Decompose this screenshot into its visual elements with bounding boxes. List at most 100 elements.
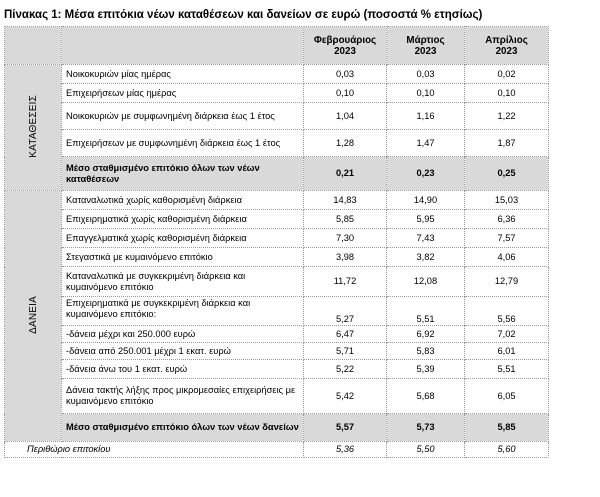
value-cell: 7,30	[303, 228, 387, 248]
margin-row: Περιθώριο επιτοκίου 5,36 5,50 5,60	[4, 441, 549, 458]
value-cell: 6,36	[464, 209, 549, 229]
value-cell: 5,36	[303, 441, 387, 458]
column-header-month: Μάρτιος	[406, 34, 445, 46]
category-label: ΚΑΤΑΘΕΣΕΙΣ	[27, 94, 39, 158]
value-cell: 5,42	[303, 378, 387, 414]
value-cell: 1,47	[386, 129, 465, 157]
category-label: ΔΑΝΕΙΑ	[27, 295, 39, 334]
table-row: ΔΑΝΕΙΑ Καταναλωτικά χωρίς καθορισμένη δι…	[4, 190, 549, 442]
category-loans: ΔΑΝΕΙΑ	[4, 190, 62, 442]
value-cell: 1,87	[464, 129, 549, 157]
column-header-year: 2023	[414, 45, 437, 57]
header-blank-cell	[4, 26, 62, 65]
value-cell: 5,51	[464, 359, 549, 379]
value-cell: 0,10	[386, 83, 465, 103]
value-cell: 1,22	[464, 102, 549, 130]
table-row: Επιχειρηματικά με συγκεκριμένη διάρκεια …	[5, 296, 549, 326]
value-cell: 5,73	[386, 413, 465, 442]
category-deposits: ΚΑΤΑΘΕΣΕΙΣ	[4, 64, 62, 191]
table-row: -δάνεια άνω του 1 εκατ. ευρώ 5,22 5,39 5…	[5, 359, 549, 379]
value-cell: 6,01	[464, 342, 549, 360]
table-row: -δάνεια από 250.001 μέχρι 1 εκατ. ευρώ 5…	[5, 342, 549, 360]
row-label: Επαγγελματικά χωρίς καθορισμένη διάρκεια	[61, 228, 304, 248]
row-label: Επιχειρήσεων με συμφωνημένη διάρκεια έως…	[61, 129, 304, 157]
table-row: Επιχειρηματικά χωρίς καθορισμένη διάρκει…	[5, 209, 549, 229]
value-cell: 0,03	[303, 64, 387, 84]
value-cell: 5,27	[303, 296, 387, 326]
column-header-month: Φεβρουάριος	[313, 34, 377, 46]
value-cell: 5,57	[303, 413, 387, 442]
value-cell: 7,43	[386, 228, 465, 248]
row-label: Επιχειρήσεων μίας ημέρας	[61, 83, 304, 103]
table-row: Επιχειρήσεων με συμφωνημένη διάρκεια έως…	[5, 129, 549, 157]
row-label: Στεγαστικά με κυμαινόμενο επιτόκιο	[61, 247, 304, 267]
row-label: -δάνεια άνω του 1 εκατ. ευρώ	[61, 359, 304, 379]
header-blank-cell	[61, 26, 304, 65]
value-cell: 12,79	[464, 266, 549, 297]
loans-total-row: Μέσο σταθμισμένο επιτόκιο όλων των νέων …	[5, 413, 549, 442]
value-cell: 5,50	[386, 441, 465, 458]
value-cell: 12,08	[386, 266, 465, 297]
row-label: Μέσο σταθμισμένο επιτόκιο όλων των νέων …	[61, 156, 304, 191]
value-cell: 6,05	[464, 378, 549, 414]
value-cell: 5,85	[464, 413, 549, 442]
table-row: Δάνεια τακτής λήξης προς μικρομεσαίες επ…	[5, 378, 549, 414]
value-cell: 6,92	[386, 325, 465, 343]
row-label: Περιθώριο επιτοκίου	[4, 441, 304, 458]
table-row: -δάνεια μέχρι και 250.000 ευρώ 6,47 6,92…	[5, 325, 549, 343]
value-cell: 5,51	[386, 296, 465, 326]
interest-rates-table: Φεβρουάριος 2023 Μάρτιος 2023 Απρίλιος 2…	[4, 26, 549, 458]
row-label: Καταναλωτικά χωρίς καθορισμένη διάρκεια	[61, 190, 304, 210]
value-cell: 5,22	[303, 359, 387, 379]
value-cell: 11,72	[303, 266, 387, 297]
value-cell: 7,02	[464, 325, 549, 343]
value-cell: 5,56	[464, 296, 549, 326]
value-cell: 5,83	[386, 342, 465, 360]
value-cell: 0,23	[386, 156, 465, 191]
row-label: Καταναλωτικά με συγκεκριμένη διάρκεια κα…	[61, 266, 304, 297]
value-cell: 1,28	[303, 129, 387, 157]
row-label: -δάνεια μέχρι και 250.000 ευρώ	[61, 325, 304, 343]
column-header-year: 2023	[495, 45, 518, 57]
value-cell: 1,04	[303, 102, 387, 130]
value-cell: 14,83	[303, 190, 387, 210]
value-cell: 0,02	[464, 64, 549, 84]
value-cell: 4,06	[464, 247, 549, 267]
value-cell: 5,68	[386, 378, 465, 414]
table-title: Πίνακας 1: Μέσα επιτόκια νέων καταθέσεων…	[4, 9, 483, 21]
row-label: -δάνεια από 250.001 μέχρι 1 εκατ. ευρώ	[61, 342, 304, 360]
table-row: Καταναλωτικά με συγκεκριμένη διάρκεια κα…	[5, 266, 549, 297]
value-cell: 1,16	[386, 102, 465, 130]
value-cell: 3,98	[303, 247, 387, 267]
value-cell: 5,95	[386, 209, 465, 229]
row-label: Δάνεια τακτής λήξης προς μικρομεσαίες επ…	[61, 378, 304, 414]
row-label: Νοικοκυριών μίας ημέρας	[61, 64, 304, 84]
value-cell: 6,47	[303, 325, 387, 343]
column-header-month: Απρίλιος	[485, 34, 528, 46]
table-row: ΚΑΤΑΘΕΣΕΙΣ Νοικοκυριών μίας ημέρας 0,03 …	[4, 64, 549, 191]
value-cell: 5,71	[303, 342, 387, 360]
table-row: Επιχειρήσεων μίας ημέρας 0,10 0,10 0,10	[5, 83, 549, 103]
column-header-mar: Μάρτιος 2023	[386, 26, 465, 65]
value-cell: 15,03	[464, 190, 549, 210]
value-cell: 5,39	[386, 359, 465, 379]
column-header-feb: Φεβρουάριος 2023	[303, 26, 387, 65]
value-cell: 3,82	[386, 247, 465, 267]
value-cell: 0,03	[386, 64, 465, 84]
column-header-apr: Απρίλιος 2023	[464, 26, 549, 65]
header-row: Φεβρουάριος 2023 Μάρτιος 2023 Απρίλιος 2…	[4, 26, 549, 65]
table-row: Νοικοκυριών με συμφωνημένη διάρκεια έως …	[5, 102, 549, 130]
value-cell: 5,85	[303, 209, 387, 229]
value-cell: 5,60	[464, 441, 549, 458]
row-label: Νοικοκυριών με συμφωνημένη διάρκεια έως …	[61, 102, 304, 130]
table-row: Στεγαστικά με κυμαινόμενο επιτόκιο 3,98 …	[5, 247, 549, 267]
value-cell: 0,21	[303, 156, 387, 191]
row-label: Μέσο σταθμισμένο επιτόκιο όλων των νέων …	[61, 413, 304, 442]
value-cell: 7,57	[464, 228, 549, 248]
value-cell: 0,10	[303, 83, 387, 103]
value-cell: 0,10	[464, 83, 549, 103]
row-label: Επιχειρηματικά χωρίς καθορισμένη διάρκει…	[61, 209, 304, 229]
row-label: Επιχειρηματικά με συγκεκριμένη διάρκεια …	[61, 296, 304, 326]
table-row: Επαγγελματικά χωρίς καθορισμένη διάρκεια…	[5, 228, 549, 248]
column-header-year: 2023	[334, 45, 356, 57]
